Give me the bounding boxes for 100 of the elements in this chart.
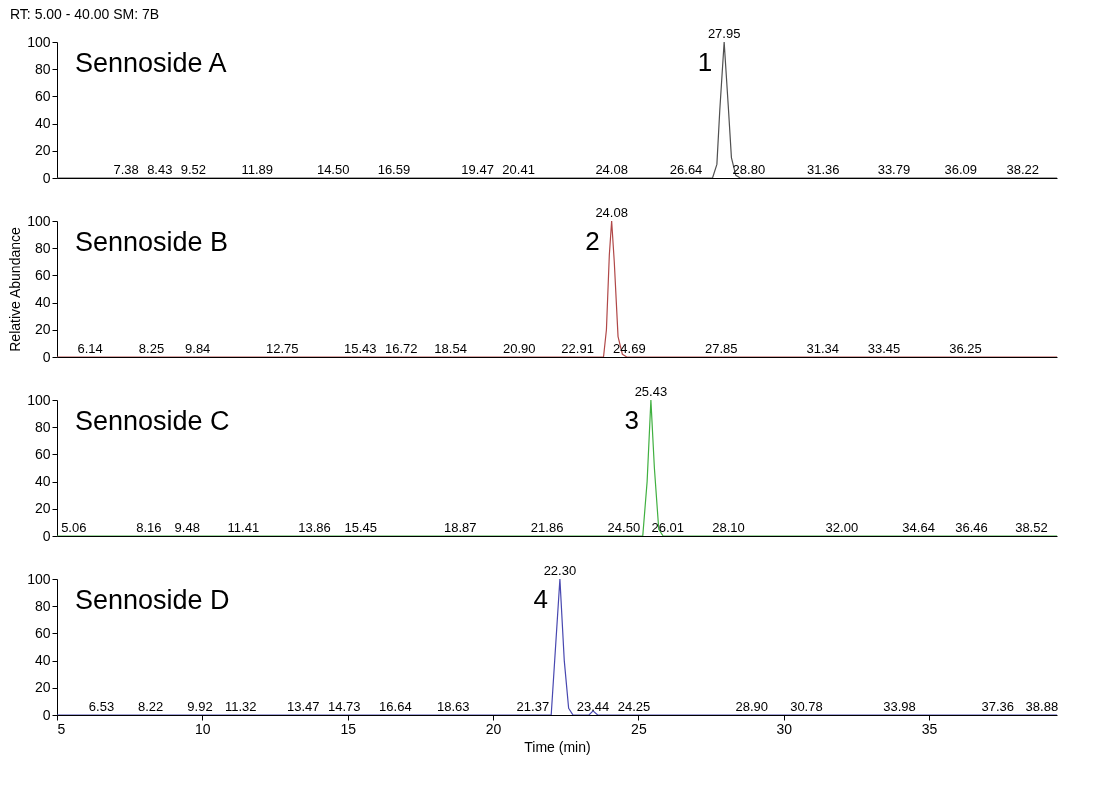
y-tick-label: 60 xyxy=(34,87,51,104)
annotation: 11.32 xyxy=(224,699,257,714)
y-tick-label: 100 xyxy=(27,33,51,50)
annotation: 31.34 xyxy=(806,341,839,356)
y-tick-label: 60 xyxy=(34,266,51,283)
annotation: 4 xyxy=(533,584,548,614)
annotation: 8.25 xyxy=(138,341,165,356)
y-tick-label: 0 xyxy=(42,706,51,723)
annotation: 8.22 xyxy=(137,699,164,714)
chart-subtitle: RT: 5.00 - 40.00 SM: 7B xyxy=(10,6,160,22)
annotation: 8.16 xyxy=(136,520,162,535)
annotation: 16.64 xyxy=(379,699,412,714)
annotation: 3 xyxy=(624,405,639,435)
annotation: 7.38 xyxy=(113,162,139,177)
y-tick-label: 40 xyxy=(34,473,51,490)
annotation: 11.89 xyxy=(241,162,274,177)
y-tick-label: 80 xyxy=(34,239,51,256)
annotation: 33.45 xyxy=(867,341,901,356)
annotation: 24.08 xyxy=(595,205,628,220)
annotation: 27.85 xyxy=(704,341,738,356)
annotation: 38.52 xyxy=(1015,520,1048,535)
y-tick-label: 60 xyxy=(34,445,51,462)
y-tick-label: 100 xyxy=(27,391,51,408)
annotation: 2 xyxy=(585,226,600,256)
chart-title: Sennoside B xyxy=(75,227,229,257)
x-axis-title: Time (min) xyxy=(524,738,591,755)
annotation: 19.47 xyxy=(461,162,494,177)
annotation: 27.95 xyxy=(707,26,741,41)
annotation: 18.87 xyxy=(443,520,477,535)
annotation: 24.08 xyxy=(595,162,628,177)
annotation: 16.72 xyxy=(384,341,418,356)
annotation: 33.98 xyxy=(883,699,916,714)
annotation: 14.73 xyxy=(327,699,361,714)
annotation: 22.30 xyxy=(543,563,577,578)
annotation: 9.48 xyxy=(174,520,200,535)
y-axis-title: Relative Abundance xyxy=(7,227,24,352)
annotation: 18.63 xyxy=(436,699,470,714)
annotation: 32.00 xyxy=(825,520,859,535)
y-tick-label: 80 xyxy=(34,597,51,614)
annotation: 8.43 xyxy=(147,162,173,177)
annotation: 30.78 xyxy=(790,699,823,714)
annotation: 38.88 xyxy=(1025,699,1059,714)
y-tick-label: 40 xyxy=(34,652,51,669)
annotation: 16.59 xyxy=(377,162,411,177)
annotation: 36.25 xyxy=(949,341,982,356)
annotation: 25.43 xyxy=(634,384,668,399)
x-tick-label: 5 xyxy=(57,720,66,737)
y-tick-label: 100 xyxy=(27,570,51,587)
x-tick-label: 15 xyxy=(340,720,357,737)
annotation: 24.69 xyxy=(613,341,646,356)
annotation: 20.90 xyxy=(502,341,536,356)
y-tick-label: 40 xyxy=(34,294,51,311)
x-tick-label: 25 xyxy=(631,720,647,737)
y-tick-label: 20 xyxy=(34,500,51,517)
annotation: 9.84 xyxy=(185,341,211,356)
y-tick-label: 40 xyxy=(34,115,51,132)
annotation: 24.25 xyxy=(617,699,651,714)
annotation: 22.91 xyxy=(561,341,594,356)
annotation: 6.53 xyxy=(88,699,115,714)
annotation: 21.86 xyxy=(530,520,564,535)
annotation: 15.43 xyxy=(343,341,377,356)
y-tick-label: 0 xyxy=(42,527,51,544)
x-tick-label: 10 xyxy=(195,720,211,737)
y-tick-label: 20 xyxy=(34,679,51,696)
annotation: 5.06 xyxy=(61,520,87,535)
annotation: 15.45 xyxy=(344,520,378,535)
annotation: 9.52 xyxy=(180,162,207,177)
chart-title: Sennoside C xyxy=(75,406,230,436)
annotation: 36.09 xyxy=(944,162,978,177)
annotation: 28.90 xyxy=(735,699,769,714)
x-tick-label: 30 xyxy=(776,720,793,737)
annotation: 11.41 xyxy=(227,520,260,535)
annotation: 26.01 xyxy=(651,520,685,535)
annotation: 36.46 xyxy=(955,520,988,535)
annotation: 34.64 xyxy=(902,520,935,535)
annotation: 1 xyxy=(697,47,713,77)
x-tick-label: 35 xyxy=(921,720,938,737)
annotation: 21.37 xyxy=(516,699,550,714)
annotation: 6.14 xyxy=(77,341,103,356)
y-tick-label: 100 xyxy=(27,212,51,229)
y-tick-label: 20 xyxy=(34,142,51,159)
annotation: 9.92 xyxy=(187,699,213,714)
annotation: 13.47 xyxy=(286,699,320,714)
annotation: 31.36 xyxy=(807,162,840,177)
annotation: 28.80 xyxy=(732,162,766,177)
annotation: 23.44 xyxy=(576,699,610,714)
y-tick-label: 20 xyxy=(34,321,51,338)
chart-title: Sennoside A xyxy=(75,48,227,78)
annotation: 14.50 xyxy=(316,162,350,177)
annotation: 24.50 xyxy=(607,520,641,535)
y-tick-label: 0 xyxy=(42,169,51,186)
annotation: 26.64 xyxy=(669,162,703,177)
annotation: 13.86 xyxy=(298,520,331,535)
annotation: 12.75 xyxy=(266,341,299,356)
y-tick-label: 80 xyxy=(34,418,51,435)
y-tick-label: 80 xyxy=(34,60,51,77)
annotation: 18.54 xyxy=(434,341,467,356)
x-tick-label: 20 xyxy=(485,720,502,737)
annotation: 28.10 xyxy=(712,520,745,535)
annotation: 38.22 xyxy=(1006,162,1039,177)
